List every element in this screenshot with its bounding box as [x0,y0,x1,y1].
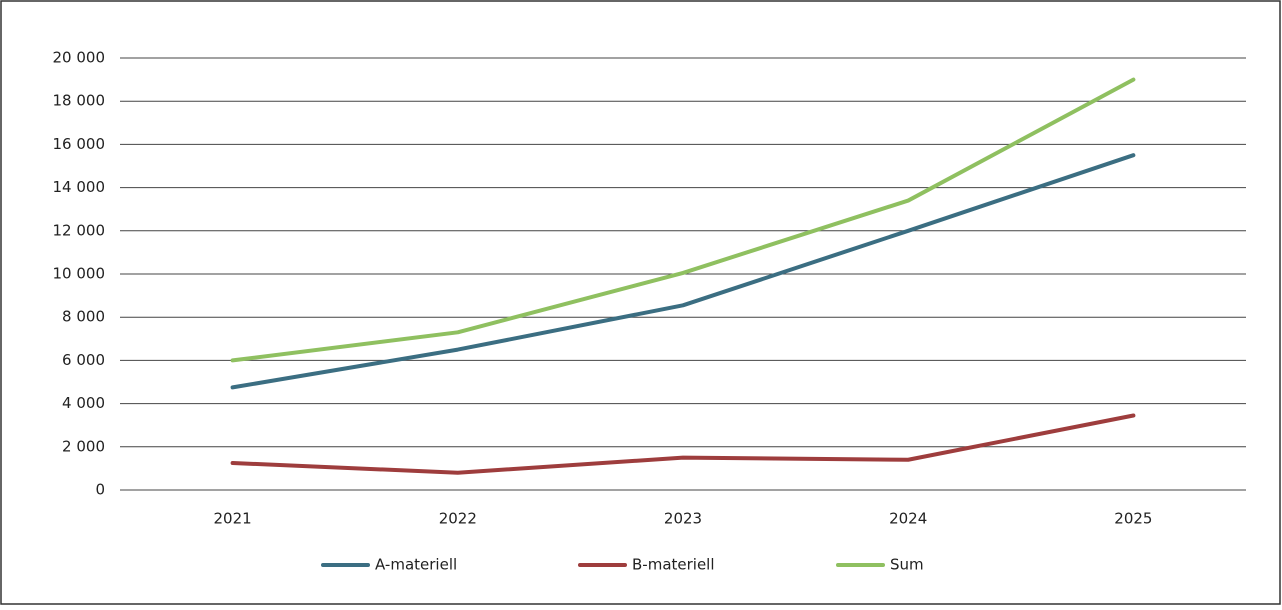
legend-label: B-materiell [632,556,715,574]
legend-label: A-materiell [375,556,457,574]
y-tick-label: 18 000 [53,92,106,110]
x-tick-label: 2025 [1114,510,1152,528]
y-tick-label: 4 000 [62,394,105,412]
y-tick-label: 10 000 [53,265,106,283]
y-tick-label: 12 000 [53,221,106,239]
y-tick-label: 14 000 [53,178,106,196]
y-tick-label: 16 000 [53,135,106,153]
x-tick-label: 2024 [889,510,927,528]
series-line [230,153,1136,390]
series-line [230,413,1136,475]
y-tick-label: 8 000 [62,308,105,326]
y-tick-label: 0 [95,481,105,499]
y-tick-label: 6 000 [62,351,105,369]
y-tick-label: 2 000 [62,437,105,455]
legend-label: Sum [890,556,924,574]
x-tick-label: 2021 [214,510,252,528]
x-tick-label: 2022 [439,510,477,528]
series-line [230,77,1136,363]
y-tick-label: 20 000 [53,49,106,67]
x-tick-label: 2023 [664,510,702,528]
